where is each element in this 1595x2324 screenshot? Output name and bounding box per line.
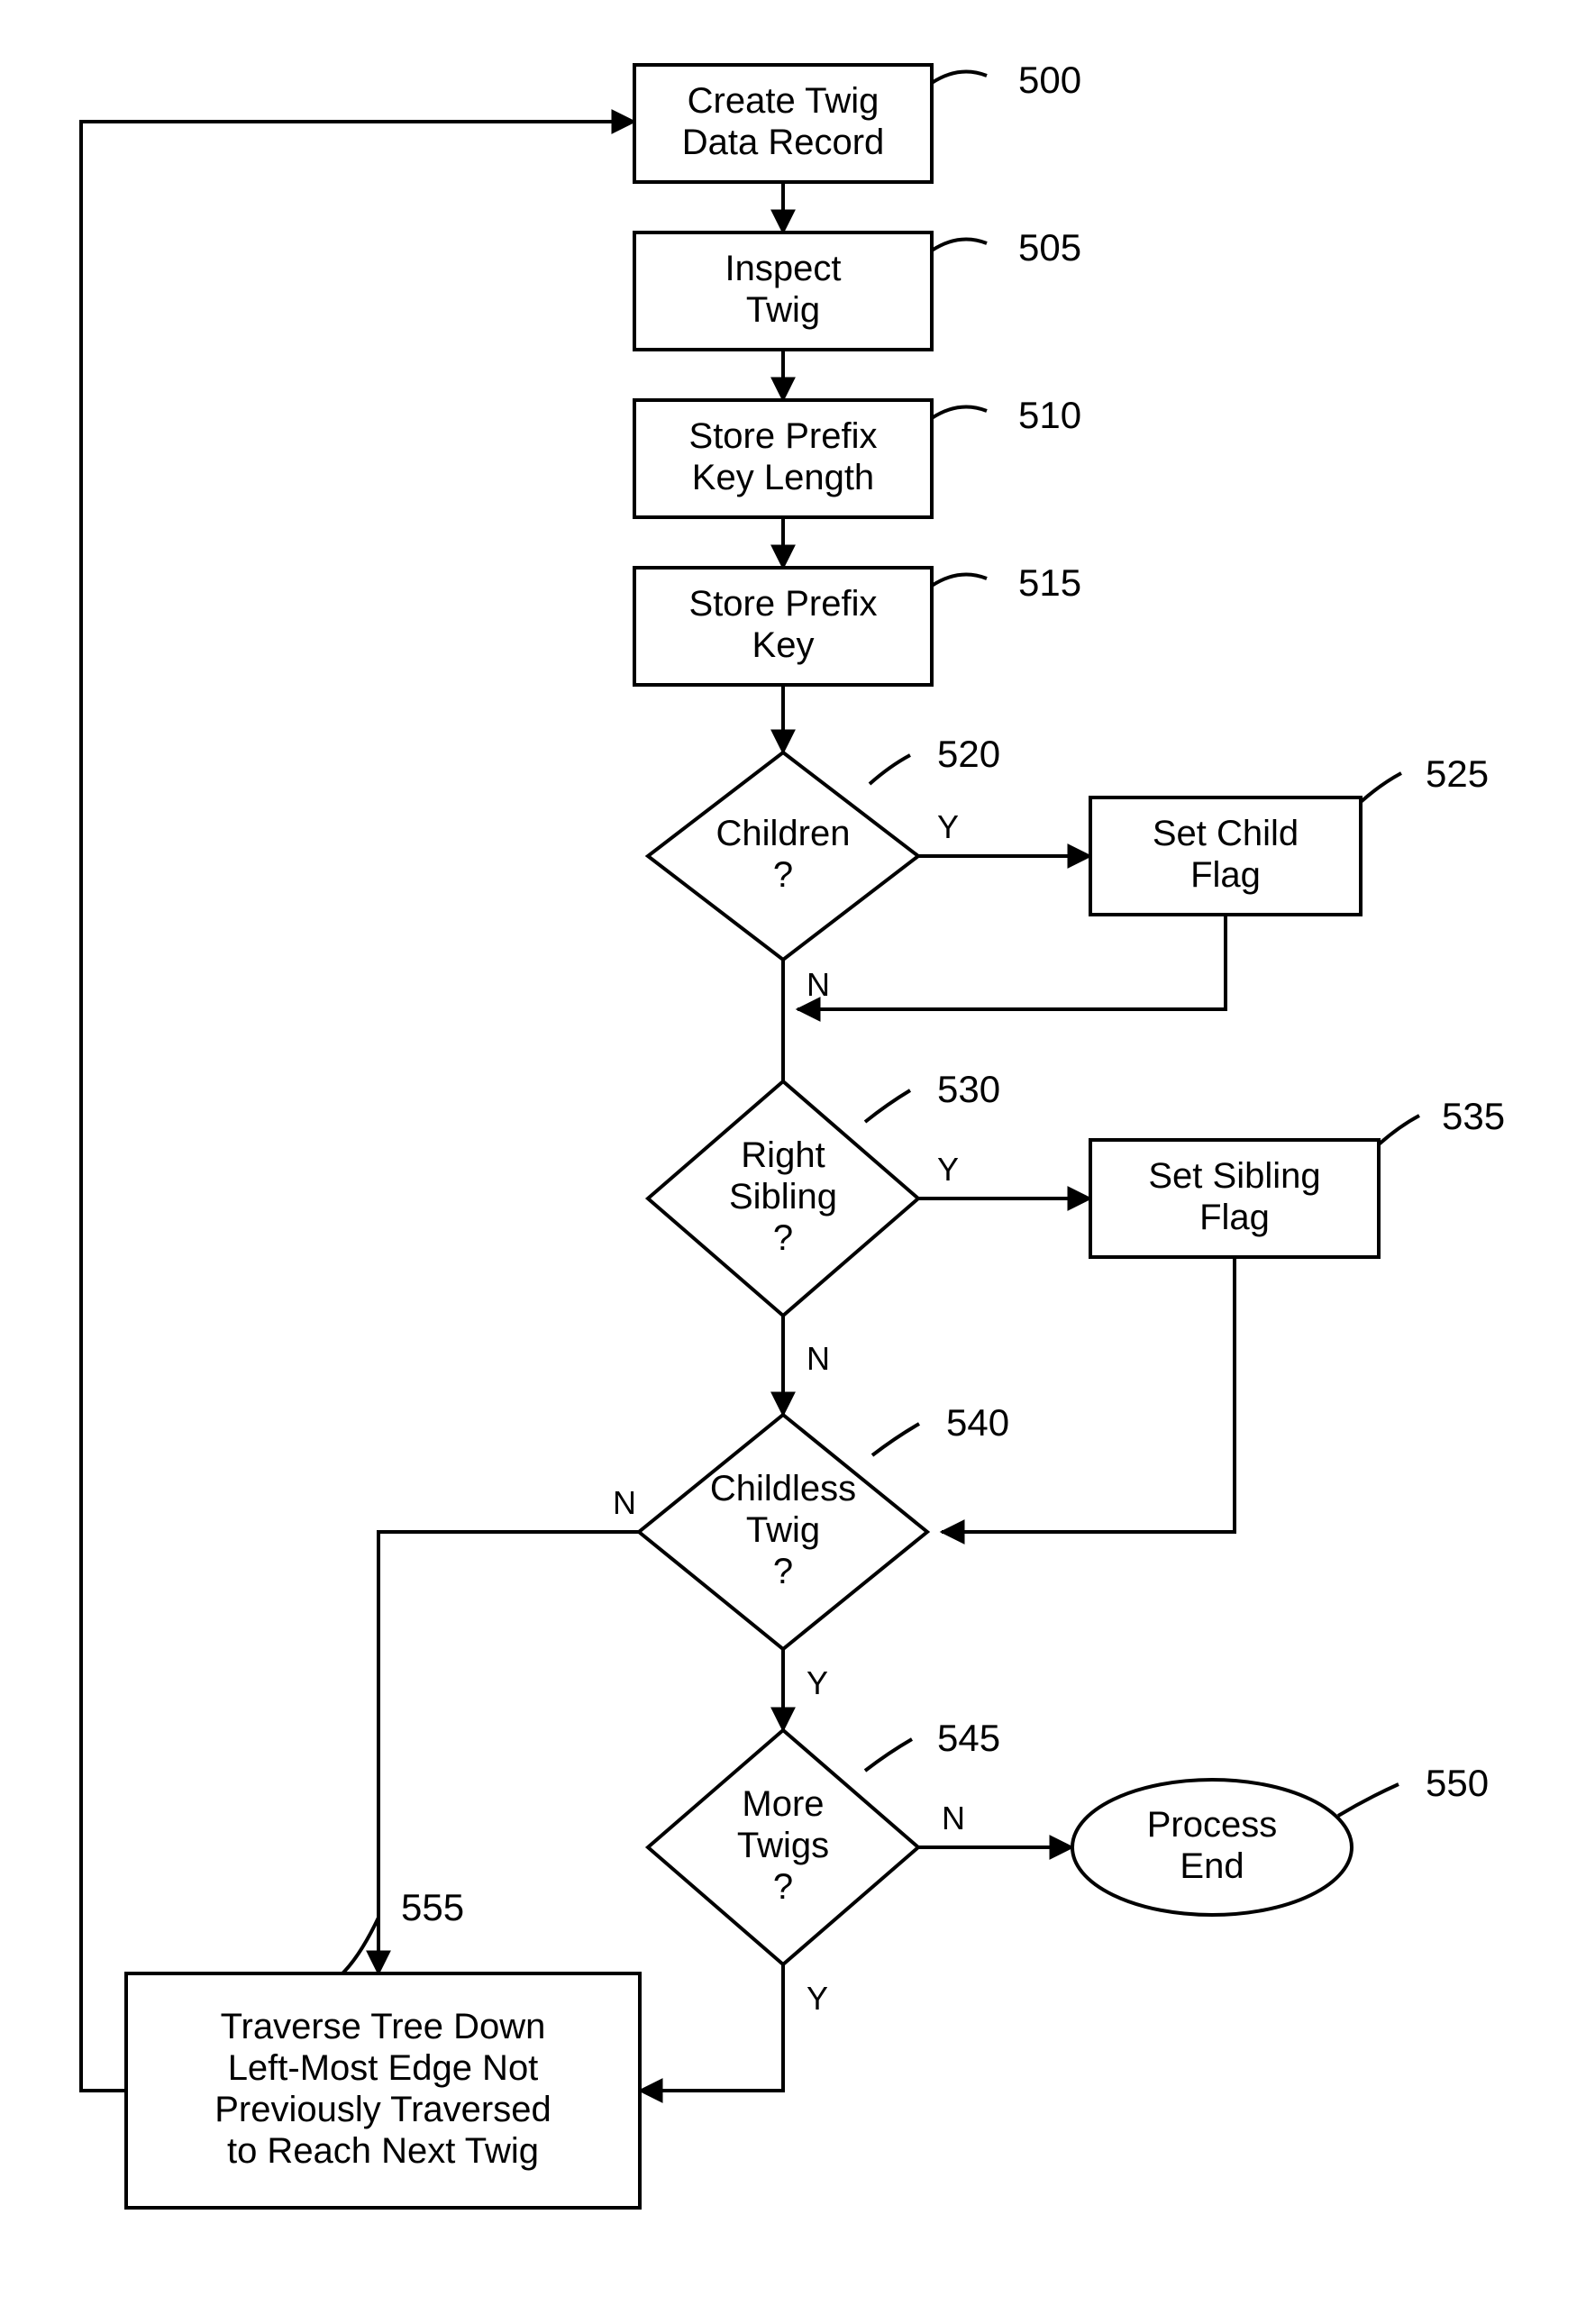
node-n540: ChildlessTwig?540 [639, 1401, 1009, 1649]
ref-leader [872, 1424, 919, 1455]
node-n520: Children?520 [648, 733, 1000, 960]
node-n535: Set SiblingFlag535 [1090, 1095, 1505, 1257]
node-n515: Store PrefixKey515 [634, 561, 1081, 685]
edge [640, 1964, 783, 2091]
edge [942, 1257, 1235, 1532]
ref-leader [932, 72, 987, 84]
edge-label: N [613, 1484, 636, 1521]
node-n510: Store PrefixKey Length510 [634, 394, 1081, 517]
ref-number: 545 [937, 1717, 1000, 1759]
ref-number: 520 [937, 733, 1000, 775]
ref-leader [1379, 1116, 1419, 1144]
node-n550: ProcessEnd550 [1072, 1762, 1489, 1915]
nodes-layer: Create TwigData Record500 InspectTwig505 S… [126, 59, 1505, 2208]
node-n525: Set ChildFlag525 [1090, 752, 1489, 915]
node-n500: Create TwigData Record500 [634, 59, 1081, 182]
edge-label: N [807, 1340, 830, 1377]
ref-number: 500 [1018, 59, 1081, 101]
ref-number: 550 [1426, 1762, 1489, 1804]
ref-number: 505 [1018, 226, 1081, 269]
ref-leader [870, 755, 910, 784]
ref-number: 525 [1426, 752, 1489, 795]
edge-label: Y [937, 808, 959, 845]
flowchart: Y N Y N N Y N Y Create TwigData Record500 Inspect… [0, 0, 1595, 2324]
ref-leader [342, 1918, 378, 1973]
ref-number: 540 [946, 1401, 1009, 1444]
node-n545: MoreTwigs?545 [648, 1717, 1000, 1964]
ref-number: 555 [401, 1886, 464, 1928]
edge-label: Y [807, 1664, 828, 1701]
ref-number: 530 [937, 1068, 1000, 1110]
edge-label: N [807, 966, 830, 1003]
edge [798, 915, 1226, 1009]
ref-leader [932, 240, 987, 251]
node-n555: Traverse Tree DownLeft-Most Edge NotPrev… [126, 1886, 640, 2208]
ref-number: 510 [1018, 394, 1081, 436]
edge [81, 122, 634, 2091]
ref-leader [865, 1090, 910, 1122]
ref-number: 515 [1018, 561, 1081, 604]
ref-leader [1361, 773, 1401, 802]
ref-leader [932, 575, 987, 587]
edge-label: N [942, 1800, 965, 1836]
ref-leader [865, 1739, 912, 1771]
node-n530: RightSibling?530 [648, 1068, 1000, 1316]
ref-number: 535 [1442, 1095, 1505, 1137]
ref-leader [1338, 1784, 1399, 1816]
ref-leader [932, 407, 987, 419]
edge-label: Y [937, 1151, 959, 1188]
edge-label: Y [807, 1980, 828, 2017]
node-n505: InspectTwig505 [634, 226, 1081, 350]
